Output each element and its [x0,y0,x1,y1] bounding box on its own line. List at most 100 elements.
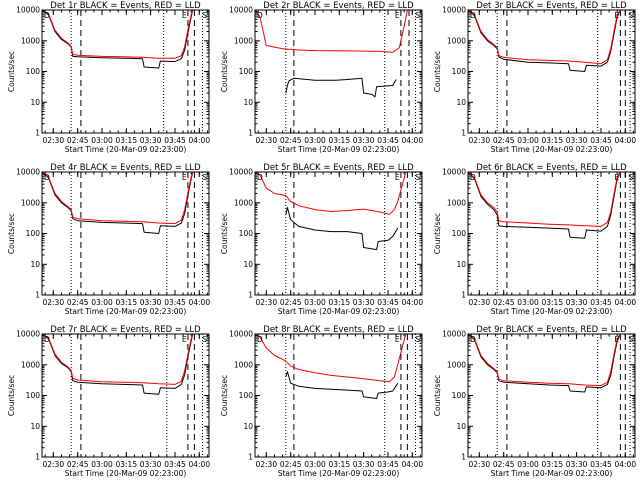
chart-9-xtick-label-03:30: 03:30 [566,460,588,469]
chart-4-xtick-label-04:00: 04:00 [188,298,210,307]
chart-1-xtick-label-03:30: 03:30 [140,136,162,145]
chart-9-plot-frame [467,333,636,458]
chart-4-xtick-label-03:15: 03:15 [115,298,137,307]
chart-6-xtick-label-03:00: 03:00 [517,298,539,307]
chart-2-xtick-label-04:00: 04:00 [401,136,423,145]
chart-4-ytick-label-1: 1 [35,291,40,300]
chart-3-xtick-label-03:30: 03:30 [566,136,588,145]
chart-4: Det 4r BLACK = Events, RED = LLD 1 10 100 10… [7,163,210,316]
chart-8-title: Det 8r BLACK = Events, RED = LLD [263,325,414,335]
chart-5-ytick-label-10: 10 [243,260,253,269]
chart-1-corner-label-E: E [182,11,187,20]
chart-2-title: Det 2r BLACK = Events, RED = LLD [263,1,414,11]
chart-8-corner-label-E: E [395,335,400,344]
chart-5-ylabel: Counts/sec [220,213,229,254]
chart-2-corner-label-E: E [395,11,400,20]
chart-8-ytick-label-1: 1 [248,453,253,462]
chart-3-plot-frame [467,9,636,134]
chart-3-xlabel: Start Time (20-Mar-09 02:23:00) [491,145,613,154]
chart-9-xtick-label-02:45: 02:45 [493,460,515,469]
chart-5-corner-label-S: S [415,173,420,182]
chart-6-corner-label-S: S [628,173,633,182]
chart-6-ytick-label-10000: 10000 [442,168,466,177]
chart-5-plot-frame [254,171,423,296]
chart-5-xtick-label-03:15: 03:15 [328,298,350,307]
chart-6-corner-label-E: E [614,173,619,182]
chart-6-plot-frame [467,171,636,296]
chart-3-xtick-label-03:45: 03:45 [590,136,612,145]
chart-3-corner-label-E: E [614,11,619,20]
chart-4-ylabel: Counts/sec [7,213,16,254]
chart-8-ytick-label-10: 10 [243,422,253,431]
chart-8: Det 8r BLACK = Events, RED = LLD 1 10 100 10… [220,325,423,478]
chart-2-plot-frame [254,9,423,134]
chart-1-ylabel: Counts/sec [7,51,16,92]
chart-5: Det 5r BLACK = Events, RED = LLD 1 10 100 10… [220,163,423,316]
chart-9-xtick-label-03:45: 03:45 [590,460,612,469]
chart-1-title: Det 1r BLACK = Events, RED = LLD [50,1,201,11]
chart-7-ytick-label-10000: 10000 [16,330,40,339]
chart-2-xtick-label-03:30: 03:30 [353,136,375,145]
chart-7-xtick-label-03:15: 03:15 [115,460,137,469]
chart-7: Det 7r BLACK = Events, RED = LLD 1 10 100 10… [7,325,210,478]
chart-9-xtick-label-02:30: 02:30 [468,460,490,469]
chart-8-xtick-label-03:45: 03:45 [377,460,399,469]
chart-7-ylabel: Counts/sec [7,375,16,416]
chart-5-corner-label-D: D [257,173,263,182]
chart-8-ytick-label-10000: 10000 [229,330,253,339]
chart-5-xtick-label-03:45: 03:45 [377,298,399,307]
chart-5-xtick-label-03:30: 03:30 [353,298,375,307]
chart-7-xtick-label-02:45: 02:45 [67,460,89,469]
chart-9-series-events [467,333,621,393]
chart-8-xtick-label-02:30: 02:30 [255,460,277,469]
chart-1-xtick-label-03:45: 03:45 [164,136,186,145]
chart-1-xtick-label-04:00: 04:00 [188,136,210,145]
chart-8-xtick-label-04:00: 04:00 [401,460,423,469]
chart-7-corner-label-E: E [182,335,187,344]
chart-5-ytick-label-1: 1 [248,291,253,300]
chart-6-series-events [467,171,621,239]
chart-6: Det 6r BLACK = Events, RED = LLD 1 10 100 10… [433,163,636,316]
chart-9-corner-label-E: E [614,335,619,344]
chart-1-ytick-label-10000: 10000 [16,6,40,15]
chart-6-ytick-label-100: 100 [452,229,467,238]
chart-1-series-lld [41,9,194,59]
chart-1-ytick-label-1: 1 [35,129,40,138]
chart-5-xtick-label-02:45: 02:45 [280,298,302,307]
chart-6-xtick-label-02:45: 02:45 [493,298,515,307]
chart-2: Det 2r BLACK = Events, RED = LLD 1 10 100 10… [220,1,423,154]
chart-1-xtick-label-02:45: 02:45 [67,136,89,145]
chart-8-xtick-label-02:45: 02:45 [280,460,302,469]
chart-5-corner-label-E: E [395,173,400,182]
chart-2-xlabel: Start Time (20-Mar-09 02:23:00) [278,145,400,154]
chart-7-series-lld [41,333,194,385]
chart-3-xtick-label-04:00: 04:00 [614,136,636,145]
chart-2-xtick-label-02:30: 02:30 [255,136,277,145]
chart-4-xlabel: Start Time (20-Mar-09 02:23:00) [65,307,187,316]
chart-8-xlabel: Start Time (20-Mar-09 02:23:00) [278,469,400,478]
chart-9-ytick-label-100: 100 [452,391,467,400]
chart-9-title: Det 9r BLACK = Events, RED = LLD [476,325,627,335]
chart-4-xtick-label-03:30: 03:30 [140,298,162,307]
chart-1-ytick-label-100: 100 [26,67,41,76]
chart-7-xtick-label-02:30: 02:30 [42,460,64,469]
chart-1-plot-frame [41,9,210,134]
chart-1-ytick-label-10: 10 [30,98,40,107]
chart-2-ytick-label-1: 1 [248,129,253,138]
chart-3-title: Det 3r BLACK = Events, RED = LLD [476,1,627,11]
chart-2-series-lld [254,9,408,53]
chart-1-corner-label-S: S [202,11,207,20]
chart-1-xtick-label-02:30: 02:30 [42,136,64,145]
chart-1-xtick-label-03:00: 03:00 [91,136,113,145]
chart-5-title: Det 5r BLACK = Events, RED = LLD [263,163,414,173]
chart-8-plot-frame [254,333,423,458]
chart-8-corner-label-D: D [257,335,263,344]
chart-9-ytick-label-10: 10 [456,422,466,431]
chart-8-ytick-label-1000: 1000 [234,360,253,369]
chart-1-xtick-label-03:15: 03:15 [115,136,137,145]
chart-5-xtick-label-02:30: 02:30 [255,298,277,307]
chart-3-corner-label-S: S [628,11,633,20]
chart-5-ytick-label-1000: 1000 [234,198,253,207]
chart-2-xtick-label-03:00: 03:00 [304,136,326,145]
chart-1: Det 1r BLACK = Events, RED = LLD 1 10 100 10… [7,1,210,154]
